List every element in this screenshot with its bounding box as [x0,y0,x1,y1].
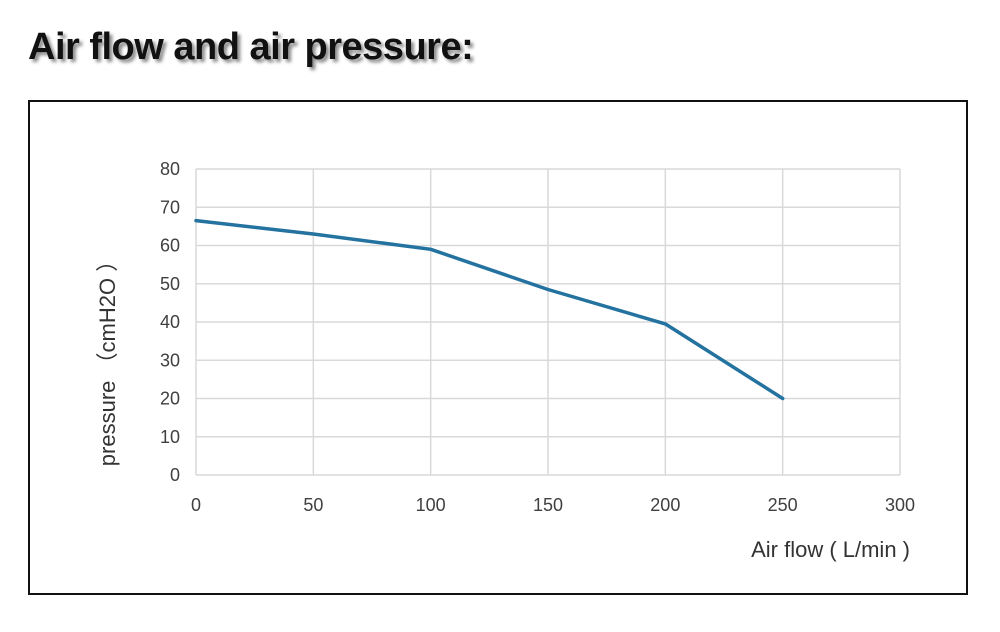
x-tick-label: 100 [416,495,446,515]
x-tick-label: 300 [885,495,915,515]
y-tick-label: 60 [160,236,180,256]
x-tick-label: 200 [650,495,680,515]
y-tick-label: 10 [160,427,180,447]
y-axis-ticks: 0 10 20 30 40 50 60 70 80 [160,159,180,485]
x-tick-label: 150 [533,495,563,515]
y-tick-label: 40 [160,312,180,332]
y-tick-label: 50 [160,274,180,294]
x-tick-label: 250 [768,495,798,515]
x-tick-label: 50 [303,495,323,515]
x-axis-label: Air flow ( L/min ) [751,537,910,562]
y-tick-label: 70 [160,197,180,217]
x-tick-label: 0 [191,495,201,515]
series-line [194,218,785,401]
chart-frame [28,100,968,595]
y-tick-label: 0 [170,465,180,485]
page-title: Air flow and air pressure: [28,26,474,68]
series-layer [194,218,785,401]
y-tick-label: 30 [160,350,180,370]
y-tick-label: 20 [160,389,180,409]
y-axis-label: pressure （cmH2O ） [95,250,120,466]
x-axis-ticks: 0 50 100 150 200 250 300 [191,495,915,515]
y-tick-label: 80 [160,159,180,179]
grid [195,168,901,476]
